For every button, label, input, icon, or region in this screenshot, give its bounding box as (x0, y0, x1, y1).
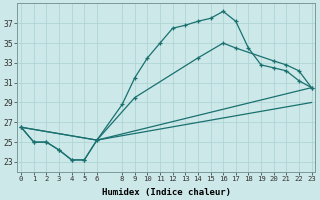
X-axis label: Humidex (Indice chaleur): Humidex (Indice chaleur) (102, 188, 231, 197)
